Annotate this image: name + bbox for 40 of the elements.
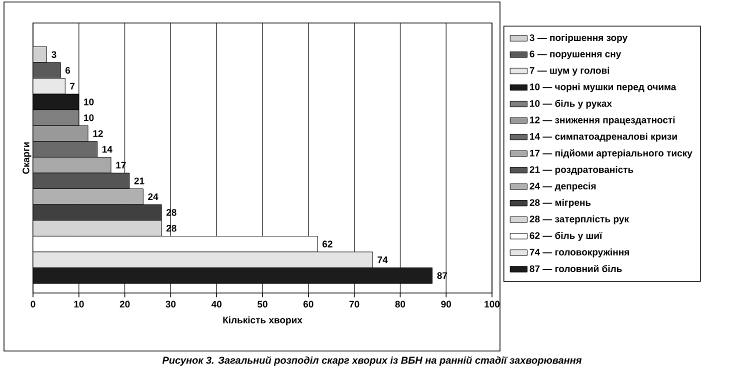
legend-label: 62 — біль у шиї — [530, 232, 602, 241]
x-tick-label: 70 — [349, 300, 360, 308]
legend-label: 10 — біль у руках — [530, 100, 612, 109]
data-label: 7 — [70, 82, 75, 90]
text: Рисунок 3. Загальний розподіл скарг хворих із ВБН на ранній стадії захворювання — [162, 356, 582, 366]
data-label: 21 — [134, 178, 144, 184]
legend-label: 28 — мігрень — [530, 198, 591, 208]
legend-label: 21 — роздратованість — [530, 166, 634, 175]
data-label: 74 — [378, 256, 388, 264]
x-tick-label: 100 — [484, 300, 500, 308]
legend-label: 17 — підйоми артеріального тиску — [530, 149, 692, 158]
x-tick-label: 20 — [120, 300, 130, 308]
x-tick-label: 90 — [441, 300, 451, 308]
legend-label: 87 — головний біль — [530, 264, 622, 272]
legend-label: 14 — симпатоадреналові кризи — [530, 132, 677, 142]
data-label: 12 — [93, 130, 103, 137]
legend-label: 74 — головокружіння — [530, 248, 629, 258]
data-label: 6 — [65, 66, 70, 74]
x-tick-label: 60 — [303, 300, 314, 308]
data-label: 10 — [84, 98, 94, 106]
data-label: 10 — [84, 114, 94, 122]
data-label: 24 — [148, 193, 158, 200]
x-tick-label: 10 — [74, 300, 84, 308]
x-tick-label: 50 — [258, 300, 268, 308]
legend-label: 12 — зниження працездатності — [530, 116, 675, 126]
x-tick-label: 40 — [211, 300, 222, 308]
y-axis-title: Скарги — [22, 142, 32, 174]
data-label: 14 — [102, 146, 112, 153]
legend-label: 24 — депресія — [530, 182, 596, 192]
data-label: 62 — [322, 240, 332, 248]
legend-label: 3 — погіршення зору — [530, 34, 628, 43]
legend-label: 7 — шум у голові — [530, 66, 610, 76]
legend-label: 6 — порушення сну — [530, 50, 622, 60]
x-tick-label: 80 — [395, 300, 406, 308]
legend-label: 28 — затерплість рук — [530, 215, 629, 224]
x-tick-label: 0 — [30, 300, 36, 308]
x-axis-title: Кількість хворих — [223, 316, 302, 326]
x-tick-label: 30 — [166, 300, 176, 308]
data-label: 3 — [52, 51, 56, 58]
legend-label: 10 — чорні мушки перед очима — [530, 83, 676, 92]
